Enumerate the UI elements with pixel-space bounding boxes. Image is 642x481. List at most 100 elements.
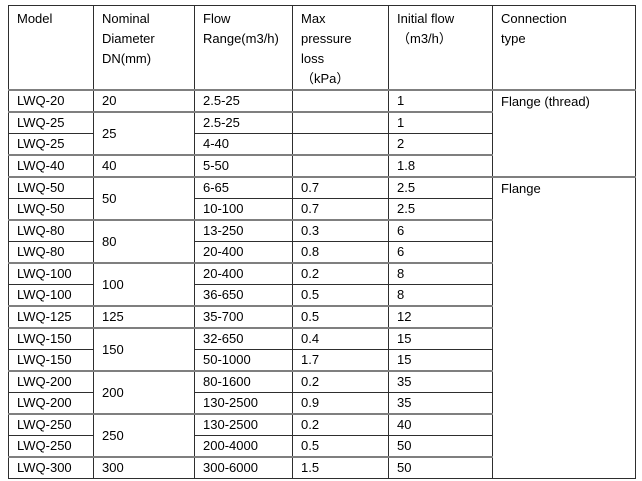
initial-flow-cell: 8 — [388, 262, 493, 285]
initial-flow-cell: 15 — [388, 327, 493, 350]
pressure-loss-cell — [292, 133, 389, 156]
table-row: LWQ-150 50-1000 1.7 15 — [8, 349, 636, 372]
pressure-loss-cell: 0.5 — [292, 435, 389, 458]
flow-range-cell: 130-2500 — [194, 392, 293, 415]
table-row: LWQ-200 200 80-1600 0.2 35 — [8, 370, 636, 415]
initial-flow-cell: 6 — [388, 219, 493, 242]
header-line: pressure — [301, 31, 352, 46]
model-cell: LWQ-50 — [8, 176, 94, 199]
initial-flow-cell: 2 — [388, 133, 493, 156]
pressure-loss-cell — [292, 111, 389, 134]
flow-meter-spec-table: Model Nominal Diameter DN(mm) Flow Range(m3/h… — [8, 5, 636, 479]
model-cell: LWQ-20 — [8, 89, 94, 113]
col-header-dn: Nominal Diameter DN(mm) — [93, 5, 195, 91]
spec-table-body: LWQ-20 20 2.5-25 1 Flange (thread) LWQ-25 25 2.… — [8, 89, 636, 479]
model-cell: LWQ-150 — [8, 349, 94, 372]
dn-cell: 40 — [93, 154, 195, 178]
initial-flow-cell: 1 — [388, 89, 493, 113]
table-row: LWQ-40 40 5-50 1.8 — [8, 154, 636, 178]
flow-range-cell: 2.5-25 — [194, 111, 293, 134]
pressure-loss-cell — [292, 154, 389, 178]
dn-cell: 50 — [93, 176, 195, 221]
pressure-loss-cell: 1.5 — [292, 456, 389, 479]
model-cell: LWQ-125 — [8, 305, 94, 329]
flow-range-cell: 36-650 — [194, 284, 293, 307]
col-header-initial: Initial flow （m3/h） — [388, 5, 493, 91]
table-row: LWQ-80 20-400 0.8 6 — [8, 241, 636, 264]
dn-cell: 80 — [93, 219, 195, 264]
pressure-loss-cell: 0.7 — [292, 198, 389, 221]
dn-cell: 200 — [93, 370, 195, 415]
model-cell: LWQ-50 — [8, 198, 94, 221]
pressure-loss-cell: 0.4 — [292, 327, 389, 350]
table-row: LWQ-80 80 13-250 0.3 6 — [8, 219, 636, 264]
flow-range-cell: 20-400 — [194, 262, 293, 285]
initial-flow-cell: 35 — [388, 392, 493, 415]
model-cell: LWQ-200 — [8, 392, 94, 415]
flow-range-cell: 300-6000 — [194, 456, 293, 479]
header-line: （m3/h） — [397, 31, 452, 46]
pressure-loss-cell: 0.2 — [292, 370, 389, 393]
header-line: Max — [301, 11, 326, 26]
header-line: Nominal — [102, 11, 150, 26]
pressure-loss-cell: 0.8 — [292, 241, 389, 264]
pressure-loss-cell: 0.5 — [292, 305, 389, 329]
header-line: type — [501, 31, 526, 46]
dn-cell: 150 — [93, 327, 195, 372]
connection-cell: Flange — [492, 176, 636, 479]
model-cell: LWQ-40 — [8, 154, 94, 178]
table-row: LWQ-100 36-650 0.5 8 — [8, 284, 636, 307]
model-cell: LWQ-250 — [8, 435, 94, 458]
initial-flow-cell: 40 — [388, 413, 493, 436]
dn-cell: 100 — [93, 262, 195, 307]
model-cell: LWQ-200 — [8, 370, 94, 393]
pressure-loss-cell: 0.7 — [292, 176, 389, 199]
header-line: Connection — [501, 11, 567, 26]
connection-cell: Flange (thread) — [492, 89, 636, 178]
table-row: LWQ-150 150 32-650 0.4 15 — [8, 327, 636, 372]
dn-cell: 25 — [93, 111, 195, 156]
flow-range-cell: 200-4000 — [194, 435, 293, 458]
header-line: Diameter — [102, 31, 155, 46]
model-cell: LWQ-150 — [8, 327, 94, 350]
pressure-loss-cell: 0.2 — [292, 413, 389, 436]
flow-range-cell: 50-1000 — [194, 349, 293, 372]
dn-cell: 125 — [93, 305, 195, 329]
model-cell: LWQ-25 — [8, 111, 94, 134]
flow-range-cell: 6-65 — [194, 176, 293, 199]
table-row: LWQ-50 50 6-65 0.7 2.5 Flange — [8, 176, 636, 479]
flow-range-cell: 5-50 — [194, 154, 293, 178]
initial-flow-cell: 35 — [388, 370, 493, 393]
initial-flow-cell: 12 — [388, 305, 493, 329]
model-cell: LWQ-80 — [8, 219, 94, 242]
table-row: LWQ-125 125 35-700 0.5 12 — [8, 305, 636, 329]
flow-range-cell: 10-100 — [194, 198, 293, 221]
flow-range-cell: 80-1600 — [194, 370, 293, 393]
model-cell: LWQ-300 — [8, 456, 94, 479]
pressure-loss-cell: 1.7 — [292, 349, 389, 372]
initial-flow-cell: 1.8 — [388, 154, 493, 178]
flow-range-cell: 20-400 — [194, 241, 293, 264]
header-line: （kPa） — [301, 71, 350, 86]
col-header-flow: Flow Range(m3/h) — [194, 5, 293, 91]
model-cell: LWQ-100 — [8, 284, 94, 307]
pressure-loss-cell: 0.3 — [292, 219, 389, 242]
model-cell: LWQ-25 — [8, 133, 94, 156]
table-row: LWQ-250 250 130-2500 0.2 40 — [8, 413, 636, 458]
pressure-loss-cell — [292, 89, 389, 113]
pressure-loss-cell: 0.5 — [292, 284, 389, 307]
initial-flow-cell: 15 — [388, 349, 493, 372]
dn-cell: 20 — [93, 89, 195, 113]
dn-cell: 250 — [93, 413, 195, 458]
initial-flow-cell: 50 — [388, 456, 493, 479]
initial-flow-cell: 50 — [388, 435, 493, 458]
flow-range-cell: 13-250 — [194, 219, 293, 242]
table-row: LWQ-300 300 300-6000 1.5 50 — [8, 456, 636, 479]
flow-range-cell: 32-650 — [194, 327, 293, 350]
pressure-loss-cell: 0.2 — [292, 262, 389, 285]
table-row: LWQ-50 10-100 0.7 2.5 — [8, 198, 636, 221]
initial-flow-cell: 2.5 — [388, 198, 493, 221]
model-cell: LWQ-100 — [8, 262, 94, 285]
table-row: LWQ-250 200-4000 0.5 50 — [8, 435, 636, 458]
